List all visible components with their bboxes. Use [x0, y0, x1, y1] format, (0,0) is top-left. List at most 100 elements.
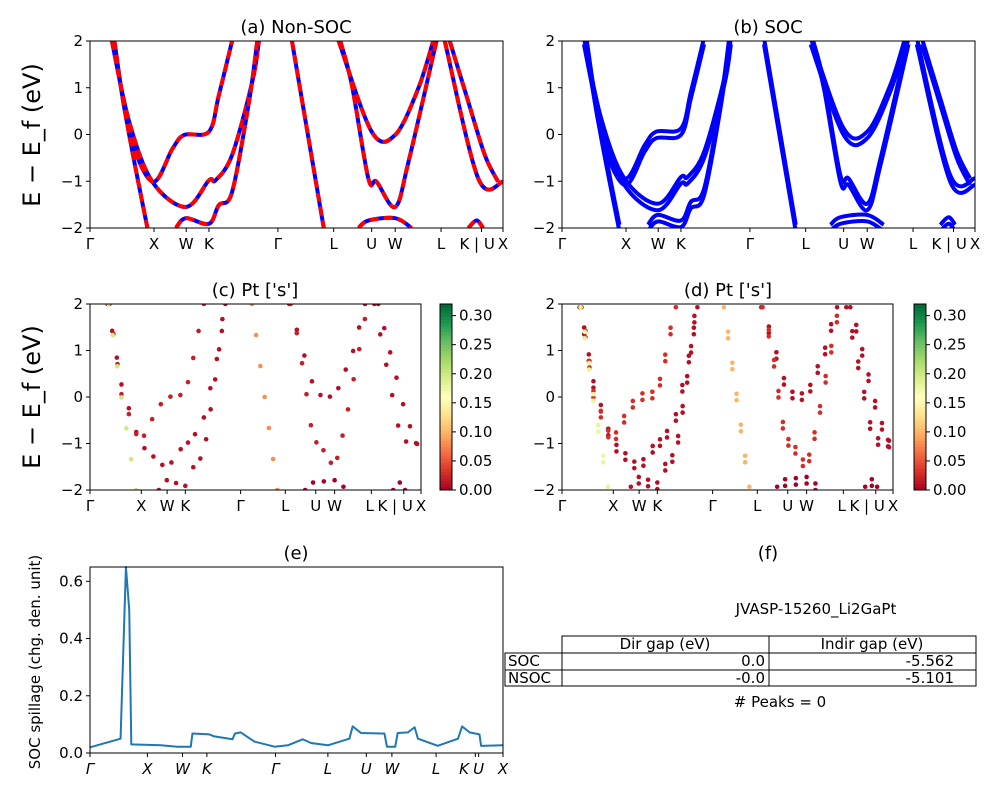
colorbar-segment: [440, 424, 452, 429]
band-dot: [345, 407, 351, 412]
band-dot: [804, 474, 809, 480]
band-dot: [869, 477, 875, 482]
y-tick-label: 2: [73, 295, 83, 313]
y-tick-label: 2: [545, 32, 555, 50]
band-dot: [332, 477, 337, 483]
x-tick-label: Γ: [746, 235, 755, 253]
x-tick-label: L: [837, 497, 846, 515]
band-dot: [381, 325, 387, 331]
band-dot: [866, 378, 871, 384]
band-dot: [760, 304, 765, 310]
band-dot: [299, 360, 305, 366]
colorbar-segment: [440, 477, 452, 482]
panel-d-title: (d) Pt ['s']: [684, 280, 772, 301]
band-dot: [377, 332, 383, 337]
band-dot: [657, 383, 663, 388]
x-tick-label: L: [909, 235, 918, 253]
colorbar-segment: [914, 465, 926, 469]
colorbar-segment: [914, 477, 926, 482]
band-dot: [866, 372, 871, 377]
band-dot: [362, 316, 368, 322]
colorbar-frame: [913, 303, 927, 491]
band-dot: [822, 351, 828, 357]
x-tick-label: W: [632, 497, 647, 515]
band-dot: [725, 329, 731, 335]
band-dot: [862, 484, 868, 490]
colorbar-segment: [440, 462, 452, 466]
band-dot: [356, 346, 362, 352]
y-tick-label: −1: [61, 172, 83, 190]
x-tick-label: U: [473, 760, 484, 778]
band-dot: [621, 413, 627, 419]
x-tick-label: K | U: [377, 497, 412, 515]
band-dot: [106, 304, 111, 307]
band-dot: [817, 403, 823, 409]
band-dot: [578, 298, 583, 303]
band-dot: [664, 428, 670, 434]
band-dot: [747, 484, 752, 490]
band-dot: [304, 391, 309, 397]
x-tick-label: Γ: [86, 760, 96, 778]
band-dot: [680, 382, 685, 388]
band-dot: [168, 394, 173, 399]
band-dot: [859, 353, 865, 358]
band-dot: [674, 298, 679, 303]
band-dot: [688, 350, 694, 355]
band-dot: [164, 477, 170, 483]
x-tick-label: K: [676, 235, 687, 253]
band-dot: [786, 443, 791, 448]
band-dot: [859, 346, 865, 352]
colorbar-segment: [440, 437, 452, 441]
band-dot: [395, 423, 401, 428]
band-dot: [786, 436, 791, 442]
band-dot: [266, 425, 272, 431]
colorbar-segment: [914, 372, 926, 376]
colorbar-segment: [440, 409, 452, 413]
band-dot: [598, 402, 604, 408]
band-dot: [688, 343, 694, 349]
band-dot: [800, 457, 806, 462]
x-tick-label: X: [141, 760, 153, 778]
band-dot: [173, 480, 179, 486]
band-dot: [747, 491, 752, 496]
band-dot: [400, 401, 406, 407]
colorbar-segment: [914, 452, 926, 457]
band-dot: [249, 304, 255, 307]
band-dot: [692, 320, 697, 325]
band-dot: [258, 363, 263, 369]
band-dot: [799, 397, 805, 403]
band-dot: [579, 298, 584, 303]
colorbar-segment: [440, 350, 452, 355]
band-line: [647, 44, 732, 228]
band-line: [581, 43, 733, 213]
band-dot: [655, 486, 660, 490]
band-dot: [321, 479, 327, 484]
band-dot: [142, 445, 147, 451]
x-tick-label: Γ: [271, 760, 281, 778]
band-dot: [341, 484, 346, 490]
y-tick-label: −1: [533, 172, 555, 190]
band-dot: [397, 480, 403, 485]
band-dot: [684, 380, 690, 385]
band-dot: [351, 376, 356, 382]
band-dot: [310, 480, 316, 485]
colorbar-segment: [914, 406, 926, 410]
y-tick-label: 0.6: [59, 572, 83, 590]
x-tick-label: L: [365, 497, 374, 515]
band-dot: [110, 332, 116, 338]
band-dot: [629, 491, 634, 496]
y-tick-label: 0: [73, 388, 83, 406]
colorbar-segment: [440, 455, 452, 460]
x-tick-label: K: [459, 760, 470, 778]
band-dot: [730, 366, 735, 372]
band-dot: [670, 459, 675, 465]
colorbar-segment: [440, 375, 452, 379]
band-dot: [680, 389, 685, 394]
colorbar-segment: [440, 344, 452, 348]
x-tick-label: W: [160, 497, 175, 515]
band-dot: [662, 358, 668, 364]
band-dot: [169, 460, 174, 465]
